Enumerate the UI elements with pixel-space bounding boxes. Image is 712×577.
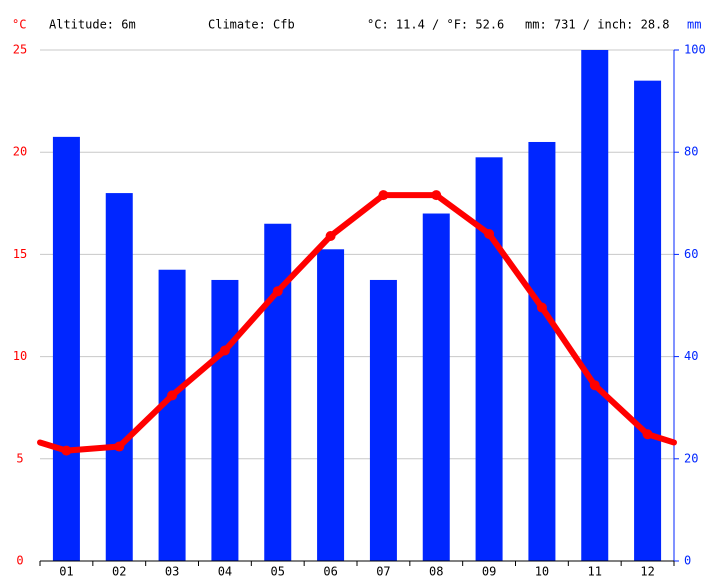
point — [272, 286, 283, 297]
y2-axis-label: mm — [687, 18, 701, 32]
bar — [52, 136, 80, 561]
y2-tick-label: 20 — [684, 451, 698, 465]
y2-tick-label: 60 — [684, 247, 698, 261]
x-tick-label: 09 — [482, 565, 496, 577]
y-axis-label: °C — [12, 18, 26, 32]
temperature-line — [66, 192, 650, 454]
y-tick-label: 5 — [16, 451, 23, 465]
bar — [422, 213, 450, 561]
bar — [105, 193, 133, 561]
point — [378, 190, 389, 201]
y-tick-label: 20 — [13, 145, 27, 159]
x-tick-label: 12 — [640, 565, 654, 577]
point — [114, 441, 125, 452]
y-tick-label: 25 — [13, 43, 27, 57]
bar — [581, 50, 609, 561]
x-tick-label: 01 — [59, 565, 73, 577]
point — [589, 380, 600, 391]
x-tick-label: 10 — [535, 565, 549, 577]
point — [484, 228, 495, 239]
y-tick-label: 0 — [16, 554, 23, 568]
x-tick-label: 03 — [165, 565, 179, 577]
y2-tick-label: 0 — [684, 554, 691, 568]
annotation: Altitude: 6m — [49, 18, 136, 32]
y2-tick-label: 40 — [684, 349, 698, 363]
x-tick-label: 05 — [271, 565, 285, 577]
x-tick-label: 04 — [218, 565, 232, 577]
annotation: Climate: Cfb — [208, 18, 295, 32]
point — [642, 429, 653, 440]
annotation: °C: 11.4 / °F: 52.6 — [367, 18, 504, 32]
x-tick-label: 02 — [112, 565, 126, 577]
point — [325, 231, 336, 242]
y-tick-label: 10 — [13, 349, 27, 363]
y-tick-label: 15 — [13, 247, 27, 261]
point — [167, 390, 178, 401]
point — [536, 302, 547, 313]
bar — [317, 249, 345, 562]
bar — [264, 223, 292, 562]
point — [219, 345, 230, 356]
bar — [211, 279, 239, 561]
x-tick-label: 08 — [429, 565, 443, 577]
bar — [528, 141, 556, 562]
bar — [475, 157, 503, 561]
x-tick-label: 06 — [323, 565, 337, 577]
point — [61, 445, 72, 456]
bar — [634, 80, 662, 561]
x-tick-label: 11 — [588, 565, 602, 577]
bar — [369, 279, 397, 561]
annotation: mm: 731 / inch: 28.8 — [525, 18, 670, 32]
x-tick-label: 07 — [376, 565, 390, 577]
point — [431, 190, 442, 201]
y2-tick-label: 100 — [684, 43, 706, 57]
y2-tick-label: 80 — [684, 145, 698, 159]
bar — [158, 269, 186, 561]
